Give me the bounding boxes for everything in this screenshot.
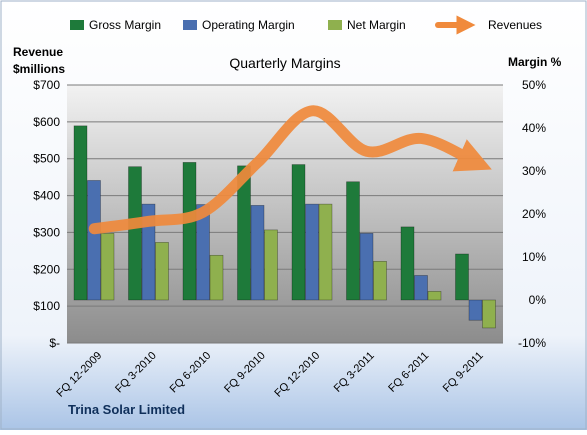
bars xyxy=(73,125,496,329)
right-tick-label: 40% xyxy=(522,121,546,135)
bar-gross-margin xyxy=(346,181,360,301)
legend-item-gross-margin: Gross Margin xyxy=(70,18,161,32)
bar-net-margin xyxy=(373,260,387,301)
bar-operating-margin xyxy=(250,205,265,301)
bar-net-margin xyxy=(482,299,496,329)
right-tick-label: -10% xyxy=(518,336,546,350)
right-axis: -10% 0% 10% 20% 30% 40% 50% xyxy=(518,78,546,350)
bar-net-margin xyxy=(100,233,115,301)
bar-gross-margin xyxy=(455,253,469,301)
bar-gross-margin xyxy=(237,165,251,301)
legend-swatch-net-margin xyxy=(328,20,342,30)
bar-net-margin xyxy=(427,291,442,301)
left-axis: $- $100 $200 $300 $400 $500 $600 $700 xyxy=(33,78,60,350)
bar-net-margin xyxy=(155,242,169,301)
right-tick-label: 30% xyxy=(522,164,546,178)
left-tick-label: $600 xyxy=(33,115,60,129)
bar-operating-margin xyxy=(359,233,374,301)
left-tick-label: $- xyxy=(49,336,60,350)
right-tick-label: 0% xyxy=(529,293,547,307)
left-tick-label: $200 xyxy=(33,262,60,276)
bar-operating-margin xyxy=(196,204,210,301)
bar-operating-margin xyxy=(305,203,319,301)
right-tick-label: 20% xyxy=(522,207,546,221)
bar-operating-margin xyxy=(87,180,101,301)
bar-gross-margin xyxy=(73,125,88,301)
revenue-layer xyxy=(88,105,492,235)
legend-item-revenues: Revenues xyxy=(435,15,542,35)
bar-operating-margin xyxy=(141,203,156,301)
left-tick-label: $500 xyxy=(33,152,60,166)
legend-item-net-margin: Net Margin xyxy=(328,18,406,32)
bar-operating-margin xyxy=(414,275,428,301)
left-tick-label: $400 xyxy=(33,189,60,203)
legend: Gross Margin Operating Margin Net Margin… xyxy=(70,15,542,35)
legend-label-net-margin: Net Margin xyxy=(347,18,406,32)
chart-title: Quarterly Margins xyxy=(229,55,340,71)
legend-label-gross-margin: Gross Margin xyxy=(89,18,161,32)
bar-net-margin xyxy=(264,229,278,301)
left-tick-label: $100 xyxy=(33,299,60,313)
left-axis-title-line1: Revenue xyxy=(13,45,63,59)
bar-gross-margin xyxy=(128,166,142,301)
right-axis-title: Margin % xyxy=(508,55,562,69)
company-name: Trina Solar Limited xyxy=(68,402,185,417)
right-tick-label: 10% xyxy=(522,250,546,264)
legend-label-revenues: Revenues xyxy=(488,18,542,32)
bar-gross-margin xyxy=(400,226,415,301)
revenue-line xyxy=(88,105,492,235)
bar-net-margin xyxy=(209,254,224,301)
legend-label-operating-margin: Operating Margin xyxy=(202,18,295,32)
legend-swatch-gross-margin xyxy=(70,20,84,30)
bar-operating-margin xyxy=(468,299,483,321)
left-tick-label: $700 xyxy=(33,78,60,92)
legend-swatch-operating-margin xyxy=(183,20,197,30)
bar-gross-margin xyxy=(291,164,306,301)
legend-item-operating-margin: Operating Margin xyxy=(183,18,295,32)
left-tick-label: $300 xyxy=(33,225,60,239)
left-axis-title-line2: $millions xyxy=(13,62,65,76)
bar-gross-margin xyxy=(182,162,197,301)
bar-net-margin xyxy=(318,203,333,301)
right-tick-label: 50% xyxy=(522,78,546,92)
